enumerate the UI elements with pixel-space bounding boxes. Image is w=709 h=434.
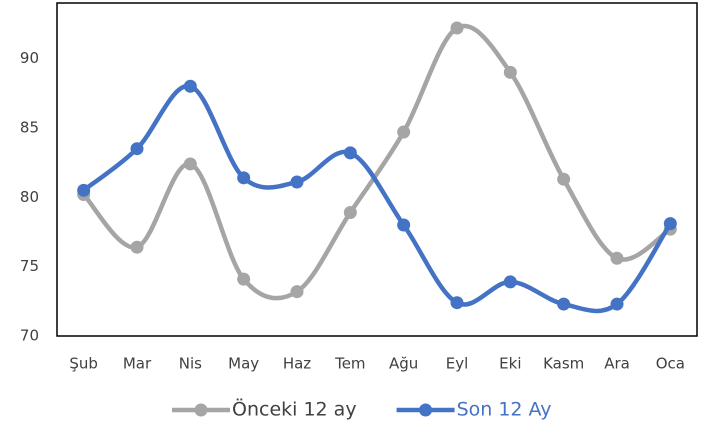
- y-tick-label: 90: [20, 49, 39, 67]
- x-tick-label: Haz: [283, 355, 311, 373]
- point-marker: [77, 183, 91, 197]
- x-tick-label: Mar: [123, 355, 152, 373]
- point-marker: [343, 146, 357, 160]
- point-marker: [290, 175, 304, 189]
- point-marker: [610, 297, 624, 311]
- legend-marker: [194, 403, 208, 417]
- legend-marker: [419, 403, 433, 417]
- x-tick-label: Eyl: [446, 355, 469, 373]
- point-marker: [130, 240, 144, 254]
- point-marker: [183, 79, 197, 93]
- point-marker: [397, 125, 411, 139]
- x-tick-label: May: [228, 355, 259, 373]
- point-marker: [503, 275, 517, 289]
- point-marker: [183, 157, 197, 171]
- y-tick-label: 75: [20, 257, 39, 275]
- x-tick-label: Kasm: [543, 355, 584, 373]
- x-tick-label: Tem: [334, 355, 365, 373]
- point-marker: [450, 296, 464, 310]
- legend-label: Son 12 Ay: [457, 399, 552, 421]
- plot-frame: [56, 2, 698, 337]
- x-tick-label: Oca: [656, 355, 685, 373]
- point-marker: [237, 171, 251, 185]
- x-tick-label: Ara: [604, 355, 630, 373]
- x-tick-label: Şub: [69, 355, 98, 373]
- x-tick-label: Nis: [179, 355, 202, 373]
- y-tick-label: 70: [20, 327, 39, 345]
- series-line: [81, 23, 672, 301]
- point-marker: [557, 297, 571, 311]
- point-marker: [610, 251, 624, 265]
- y-tick-label: 85: [20, 118, 39, 136]
- point-marker: [503, 65, 517, 79]
- series-line: [82, 83, 673, 314]
- x-tick-label: Ağu: [389, 355, 418, 373]
- x-tick-label: Eki: [499, 355, 521, 373]
- point-marker: [397, 218, 411, 232]
- point-marker: [290, 285, 304, 299]
- point-marker: [237, 272, 251, 286]
- point-marker: [343, 206, 357, 220]
- point-marker: [557, 172, 571, 186]
- point-marker: [130, 142, 144, 156]
- point-marker: [663, 217, 677, 231]
- y-tick-label: 80: [20, 188, 39, 206]
- legend-label: Önceki 12 ay: [232, 398, 357, 421]
- point-marker: [450, 21, 464, 35]
